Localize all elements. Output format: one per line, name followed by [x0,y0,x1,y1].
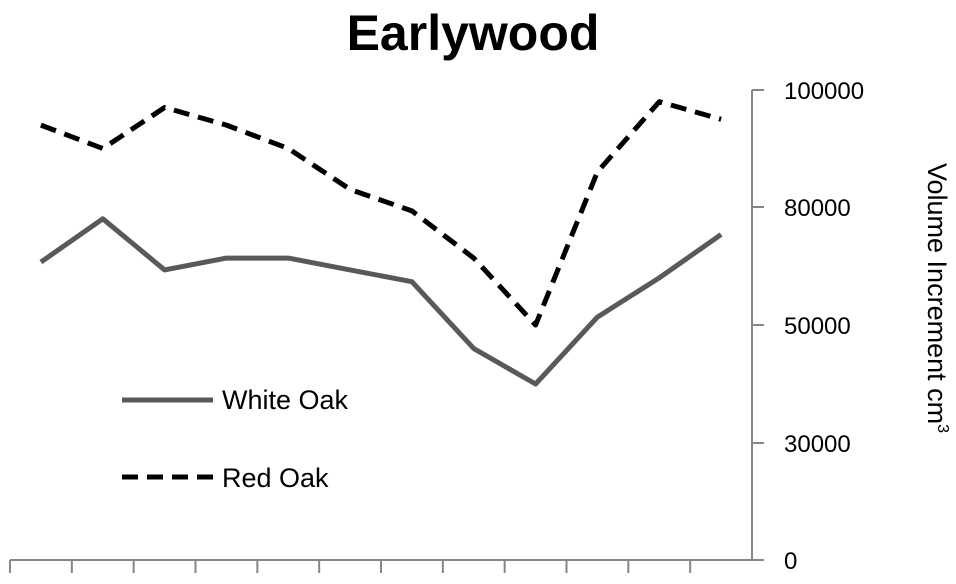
y-tick-label: 0 [784,548,797,575]
y-tick-label: 30000 [784,431,851,458]
y-axis-label-text: Volume Increment cm [922,163,952,424]
x-axis-ticks [9,560,692,573]
chart-title: Earlywood [347,5,600,61]
y-axis-label: Volume Increment cm3 [922,163,952,433]
y-axis-label-superscript: 3 [934,424,951,433]
y-tick-label: 50000 [784,313,851,340]
legend-label-white-oak: White Oak [222,385,349,415]
series-lines [39,99,723,387]
series-line-red-oak [40,99,722,328]
series-line-white-oak [39,216,723,387]
plot-area: 100000 80000 50000 30000 0 [9,78,864,575]
y-tick-label: 80000 [784,195,851,222]
y-tick-label: 100000 [784,78,864,105]
legend-label-red-oak: Red Oak [222,463,329,493]
y-axis-ticks: 100000 80000 50000 30000 0 [752,78,864,575]
legend: White Oak Red Oak [122,385,349,493]
